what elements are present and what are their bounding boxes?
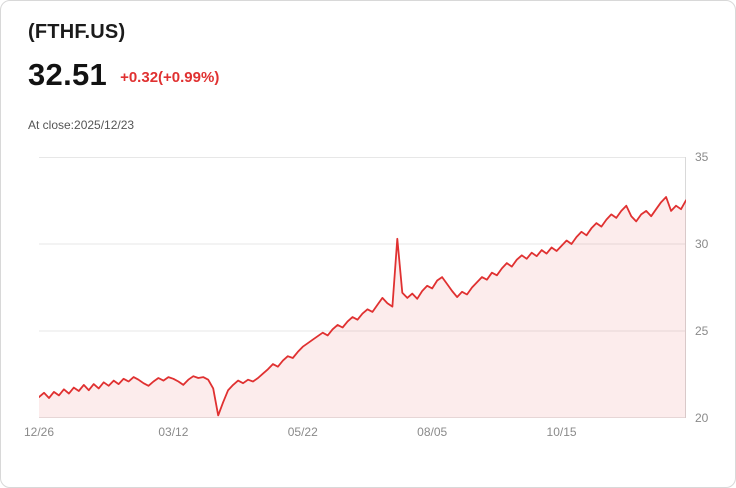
x-axis-label: 12/26 <box>23 425 55 439</box>
y-axis-label: 25 <box>695 324 709 338</box>
x-axis-label: 03/12 <box>158 425 189 439</box>
close-date-note: At close:2025/12/23 <box>28 118 135 132</box>
x-axis-labels: 12/26 03/12 05/22 08/05 10/15 <box>24 425 686 441</box>
stock-price: 32.51 <box>28 57 108 92</box>
y-axis-label: 20 <box>695 411 709 425</box>
price-chart: 20 25 30 35 12/26 03/12 05/22 08/05 10/15 <box>24 150 708 439</box>
y-axis-label: 35 <box>695 150 709 164</box>
chart-canvas <box>39 157 686 418</box>
stock-symbol: (FTHF.US) <box>28 21 126 43</box>
x-axis-label: 10/15 <box>546 425 577 439</box>
price-row: 32.51 +0.32(+0.99%) <box>28 57 219 93</box>
stock-change: +0.32(+0.99%) <box>120 68 220 86</box>
y-axis-label: 30 <box>695 237 709 251</box>
x-axis-label: 05/22 <box>287 425 318 439</box>
x-axis-label: 08/05 <box>417 425 448 439</box>
